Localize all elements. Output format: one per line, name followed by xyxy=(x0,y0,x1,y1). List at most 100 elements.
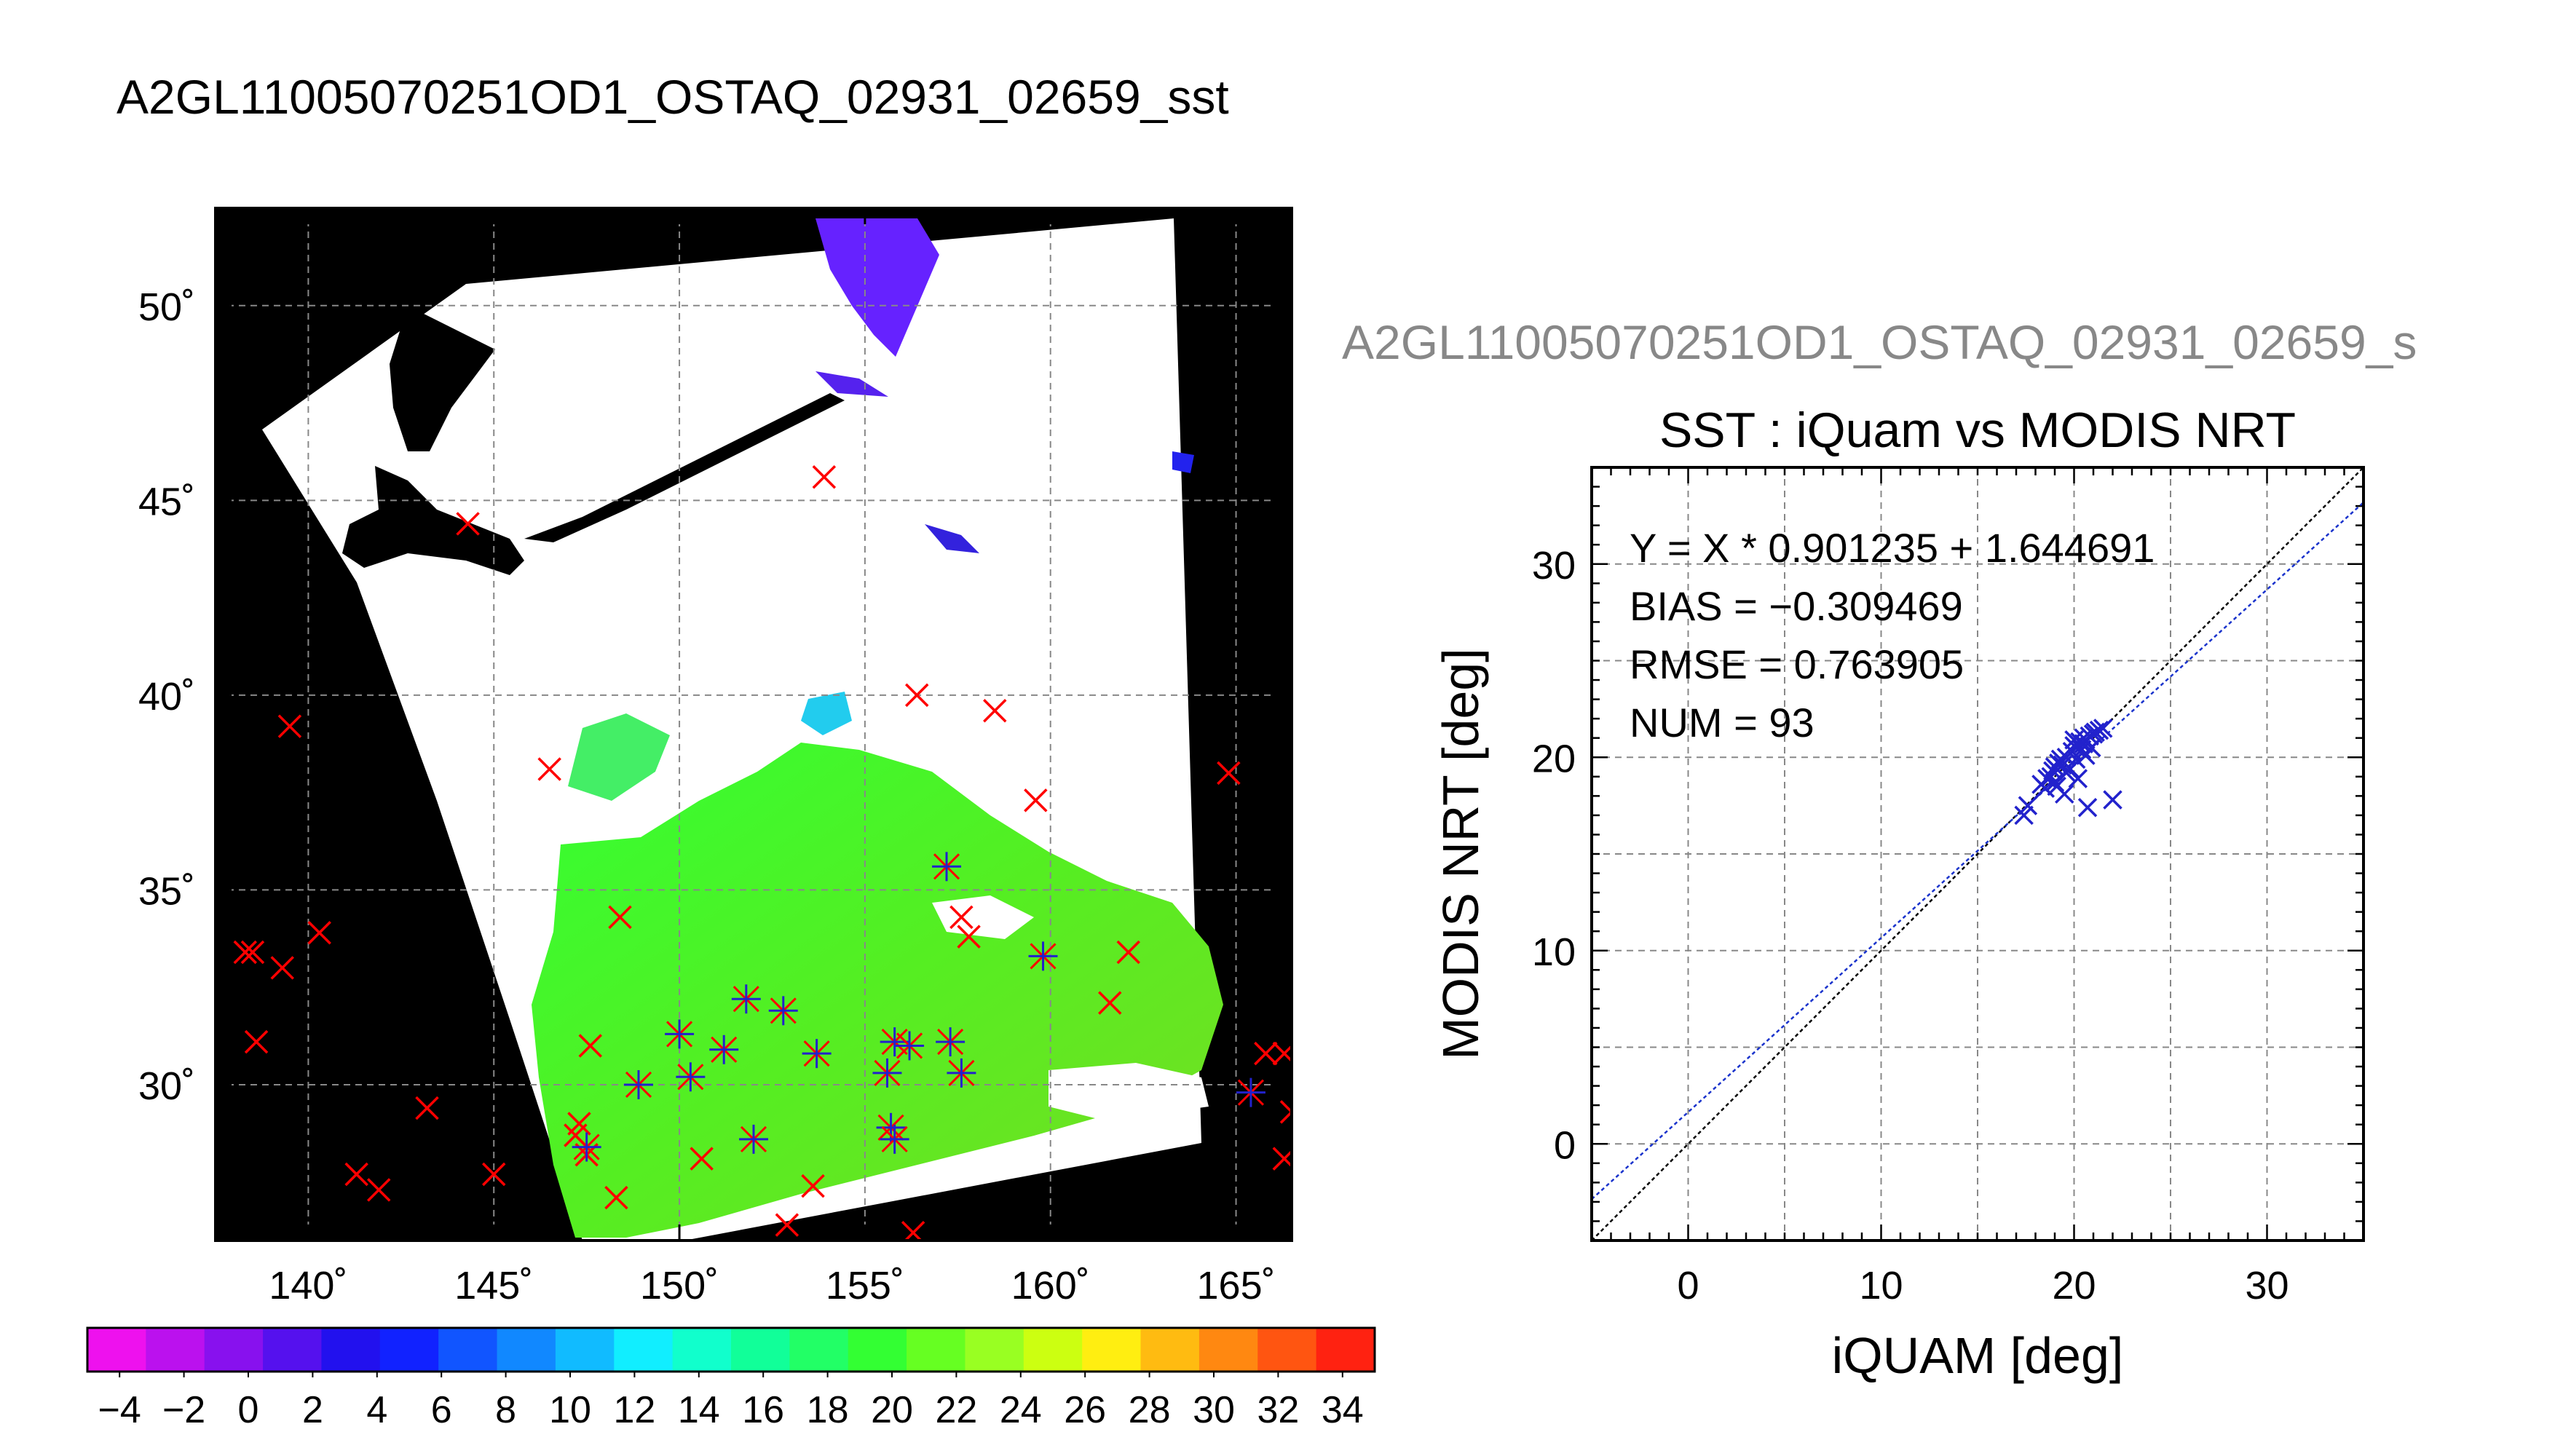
iquam-point xyxy=(775,1213,799,1237)
map-lat-tick-label: 40˚ xyxy=(138,675,195,719)
cold-patch-east xyxy=(1172,451,1194,473)
matchup-point xyxy=(802,1039,832,1069)
matchup-point xyxy=(880,1124,909,1154)
colorbar-tick-label: 4 xyxy=(366,1389,387,1431)
iquam-point xyxy=(608,905,632,930)
matchup-point xyxy=(876,1112,906,1142)
sst-colorbar xyxy=(86,1326,1376,1373)
scatter-y-tick-label: 0 xyxy=(1554,1123,1576,1167)
scatter-title: SST : iQuam vs MODIS NRT xyxy=(1659,403,2296,458)
scatter-x-tick-label: 30 xyxy=(2245,1264,2289,1307)
scatter-point xyxy=(2076,745,2096,765)
colorbar-tick-label: 10 xyxy=(549,1389,591,1431)
scatter-ylabel: MODIS NRT [deg] xyxy=(1432,648,1489,1059)
scatter-point xyxy=(2045,772,2065,793)
iquam-point xyxy=(957,925,981,949)
map-lat-tick-label: 35˚ xyxy=(138,869,195,913)
matchup-point xyxy=(676,1062,706,1092)
colorbar-tick-label: 14 xyxy=(678,1389,720,1431)
scatter-point xyxy=(2089,720,2109,740)
scatter-point xyxy=(2103,790,2122,810)
iquam-point xyxy=(1116,940,1140,965)
iquam-point xyxy=(344,1162,368,1187)
matchup-point xyxy=(739,1124,768,1154)
scatter-point xyxy=(2083,724,2104,744)
land-hokkaido xyxy=(342,466,524,575)
scatter-file-title: A2GL11005070251OD1_OSTAQ_02931_02659_s xyxy=(1342,315,2417,369)
iquam-point xyxy=(1098,991,1122,1015)
cloud-band xyxy=(1049,1063,1209,1121)
colorbar-swatch xyxy=(907,1328,965,1372)
colorbar-swatch xyxy=(1316,1328,1375,1372)
iquam-point xyxy=(905,683,929,708)
iquam-point xyxy=(240,940,265,965)
scatter-point xyxy=(2068,769,2088,788)
matchup-point xyxy=(1028,941,1058,971)
figure-title: A2GL11005070251OD1_OSTAQ_02931_02659_sst xyxy=(117,70,1229,124)
iquam-point xyxy=(537,757,561,781)
colorbar-swatch xyxy=(204,1328,264,1372)
colorbar-swatch xyxy=(1082,1328,1142,1372)
scatter-point xyxy=(2077,798,2098,818)
scatter-point xyxy=(2014,805,2034,826)
scatter-stat-annotation: Y = X * 0.901235 + 1.644691 xyxy=(1630,525,2155,571)
colorbar-tick-label: 34 xyxy=(1322,1389,1364,1431)
colorbar-tick-label: 22 xyxy=(935,1389,977,1431)
scatter-point xyxy=(2055,784,2074,804)
scatter-stat-annotation: BIAS = −0.309469 xyxy=(1630,583,1963,629)
sst-cyan-patch xyxy=(801,692,852,735)
map-tick-labels: 140˚ 145˚ 150˚ 155˚ 160˚ 165˚ 30˚ 35˚ 40˚ 45˚ 50˚ xyxy=(138,285,1276,1307)
map-lon-tick-label: 155˚ xyxy=(826,1264,904,1307)
iquam-point xyxy=(307,921,331,945)
colorbar-tick-label: 6 xyxy=(431,1389,452,1431)
colorbar-tick-label: 12 xyxy=(613,1389,655,1431)
colorbar-swatch xyxy=(438,1328,498,1372)
map-ticks xyxy=(216,208,1292,1241)
scatter-y-tick-label: 30 xyxy=(1532,544,1576,587)
colorbar-tick-labels: −4 −2 0 2 4 6 8 10 12 14 16 18 20 22 24 26 28 30 32 34 xyxy=(98,1372,1364,1431)
scatter-point xyxy=(2018,796,2038,815)
matchup-markers xyxy=(572,852,1265,1162)
sst-green-north-tongue xyxy=(568,713,670,801)
scatter-point xyxy=(2056,763,2077,783)
colorbar-tick-label: −2 xyxy=(162,1389,205,1431)
colorbar-tick-label: 26 xyxy=(1064,1389,1106,1431)
matchup-point xyxy=(709,1034,739,1064)
cold-patch-blob xyxy=(925,524,979,553)
colorbar-tick-label: −4 xyxy=(98,1389,141,1431)
colorbar-tick-label: 2 xyxy=(302,1389,323,1431)
map-lat-tick-label: 30˚ xyxy=(138,1064,195,1108)
iquam-point xyxy=(949,905,974,930)
iquam-point xyxy=(1254,1041,1278,1066)
colorbar-tick-label: 16 xyxy=(742,1389,784,1431)
iquam-point xyxy=(812,464,837,489)
colorbar-swatch xyxy=(263,1328,322,1372)
colorbar-swatch xyxy=(789,1328,849,1372)
map-lon-tick-label: 150˚ xyxy=(640,1264,719,1307)
matchup-point xyxy=(572,1132,601,1162)
matchup-point xyxy=(665,1019,695,1049)
colorbar-tick-label: 28 xyxy=(1129,1389,1171,1431)
iquam-point xyxy=(1024,788,1048,812)
iquam-markers xyxy=(233,464,1292,1241)
colorbar-swatch xyxy=(1198,1328,1258,1372)
cold-patch-north xyxy=(816,218,939,357)
map-lon-tick-label: 145˚ xyxy=(454,1264,533,1307)
iquam-point xyxy=(415,1096,439,1120)
iquam-point xyxy=(456,512,480,536)
colorbar-swatch xyxy=(672,1328,732,1372)
colorbar-swatch xyxy=(848,1328,907,1372)
map-frame xyxy=(214,207,1293,1242)
scatter-point xyxy=(2049,753,2069,773)
colorbar-swatch xyxy=(614,1328,674,1372)
colorbar-tick-label: 30 xyxy=(1193,1389,1235,1431)
matchup-point xyxy=(624,1069,654,1099)
colorbar-tick-label: 18 xyxy=(807,1389,849,1431)
scatter-point xyxy=(2080,726,2099,746)
matchup-point xyxy=(872,1058,902,1088)
matchup-point xyxy=(895,1031,925,1061)
iquam-point xyxy=(277,714,302,738)
scatter-x-tick-label: 0 xyxy=(1677,1264,1699,1307)
map-grid xyxy=(216,208,1292,1241)
